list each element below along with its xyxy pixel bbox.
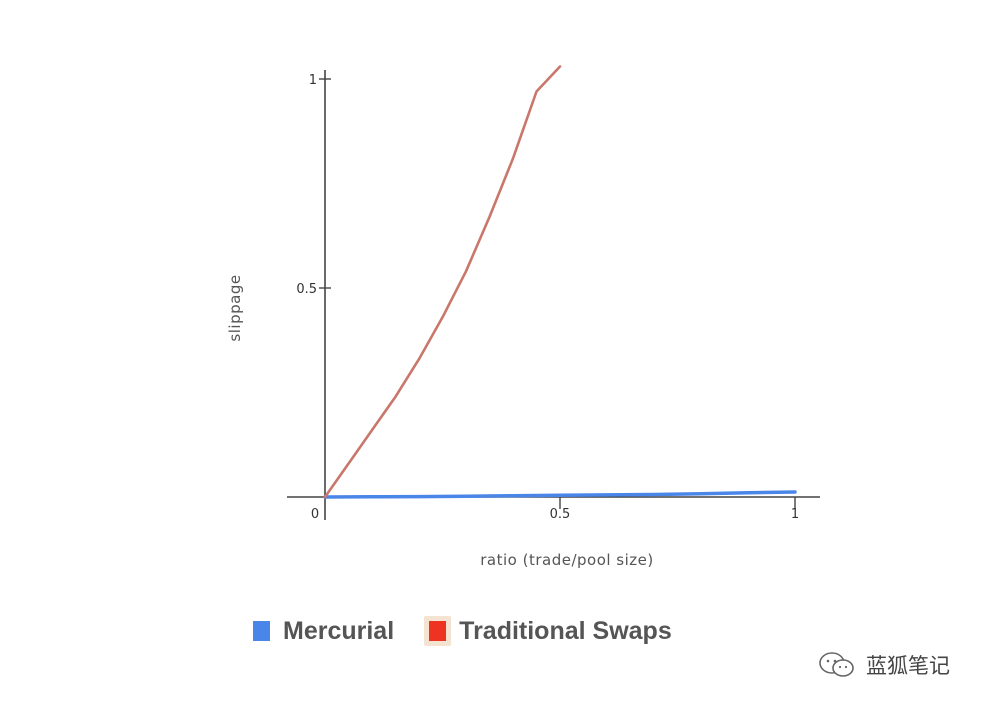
legend-swatch-mercurial bbox=[253, 621, 270, 641]
watermark-text: 蓝狐笔记 bbox=[866, 654, 950, 678]
x-tick-label-2: 1 bbox=[791, 507, 799, 522]
y-axis-label: slippage bbox=[226, 274, 244, 341]
legend-label-mercurial: Mercurial bbox=[283, 616, 395, 645]
ticks: 0 0.5 1 0.5 1 bbox=[296, 73, 799, 522]
legend-swatch-traditional-swaps bbox=[429, 621, 447, 641]
series-group bbox=[323, 65, 797, 499]
legend-item-traditional-swaps: Traditional Swaps bbox=[424, 616, 672, 646]
axis-labels: ratio (trade/pool size) slippage bbox=[226, 274, 654, 569]
watermark: 蓝狐笔记 bbox=[818, 650, 950, 680]
y-tick-label-0: 0.5 bbox=[296, 282, 317, 297]
legend-item-mercurial: Mercurial bbox=[248, 616, 394, 646]
series-line-mercurial bbox=[323, 490, 797, 499]
axes bbox=[287, 70, 820, 520]
series-line-traditional-swaps bbox=[323, 65, 562, 499]
wechat-icon bbox=[819, 652, 854, 677]
x-tick-label-1: 0.5 bbox=[550, 507, 571, 522]
legend-swatch-wrap-traditional bbox=[424, 616, 452, 646]
x-tick-label-0: 0 bbox=[311, 507, 319, 522]
y-tick-label-1: 1 bbox=[309, 73, 317, 88]
legend: Mercurial Traditional Swaps bbox=[248, 616, 672, 646]
legend-swatch-wrap-mercurial bbox=[248, 616, 275, 646]
legend-label-traditional-swaps: Traditional Swaps bbox=[459, 616, 672, 645]
x-axis-label: ratio (trade/pool size) bbox=[480, 551, 654, 569]
